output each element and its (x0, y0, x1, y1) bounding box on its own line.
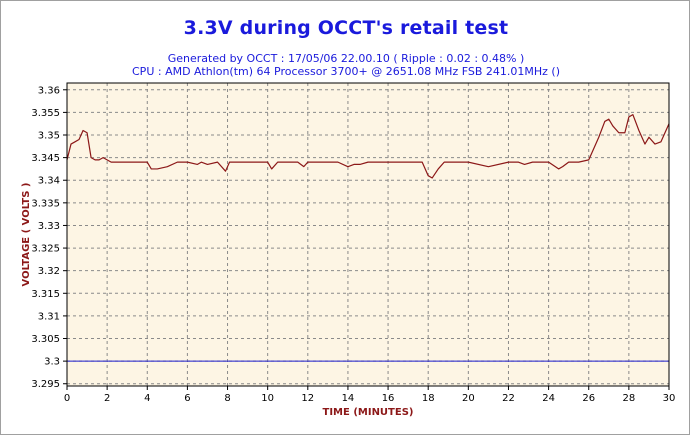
x-tick-label: 4 (144, 393, 150, 404)
x-tick-label: 18 (422, 393, 435, 404)
x-tick-label: 2 (104, 393, 110, 404)
chart-subtitle-generated: Generated by OCCT : 17/05/06 22.00.10 ( … (167, 52, 525, 65)
chart-subtitle-cpu: CPU : AMD Athlon(tm) 64 Processor 3700+ … (132, 65, 560, 78)
plot-area (67, 83, 669, 386)
x-tick-label: 14 (342, 393, 355, 404)
y-tick-label: 3.3 (44, 357, 60, 368)
x-axis-ticks: 0 2 4 6 8 10 12 14 16 18 20 22 24 26 28 30 (64, 386, 676, 404)
y-tick-label: 3.315 (31, 289, 60, 300)
y-tick-label: 3.335 (31, 198, 60, 209)
x-tick-label: 24 (542, 393, 555, 404)
y-tick-label: 3.355 (31, 108, 60, 119)
x-tick-label: 0 (64, 393, 70, 404)
chart-title: 3.3V during OCCT's retail test (183, 17, 509, 39)
y-tick-label: 3.345 (31, 153, 60, 164)
x-tick-label: 10 (261, 393, 274, 404)
y-tick-label: 3.33 (38, 221, 60, 232)
y-tick-label: 3.325 (31, 244, 60, 255)
x-tick-label: 6 (184, 393, 190, 404)
y-tick-label: 3.36 (38, 85, 60, 96)
series-group (66, 114, 670, 179)
x-tick-label: 12 (301, 393, 314, 404)
y-axis-ticks: 3.295 3.3 3.305 3.31 3.315 3.32 3.325 3.33 3.335… (31, 85, 67, 390)
series-line (66, 114, 670, 179)
plot-border (66, 82, 670, 387)
y-tick-label: 3.31 (38, 311, 60, 322)
x-tick-label: 30 (663, 393, 676, 404)
y-tick-label: 3.295 (31, 379, 60, 390)
x-tick-label: 20 (462, 393, 475, 404)
y-tick-label: 3.34 (38, 176, 60, 187)
y-tick-label: 3.32 (38, 266, 60, 277)
x-tick-label: 22 (502, 393, 515, 404)
x-tick-label: 28 (622, 393, 635, 404)
x-axis-label: TIME (MINUTES) (323, 407, 414, 418)
y-tick-label: 3.35 (38, 131, 60, 142)
x-tick-label: 16 (382, 393, 395, 404)
y-tick-label: 3.305 (31, 334, 60, 345)
x-tick-label: 8 (224, 393, 230, 404)
x-tick-label: 26 (582, 393, 595, 404)
y-axis-label: VOLTAGE ( VOLTS ) (21, 183, 32, 287)
